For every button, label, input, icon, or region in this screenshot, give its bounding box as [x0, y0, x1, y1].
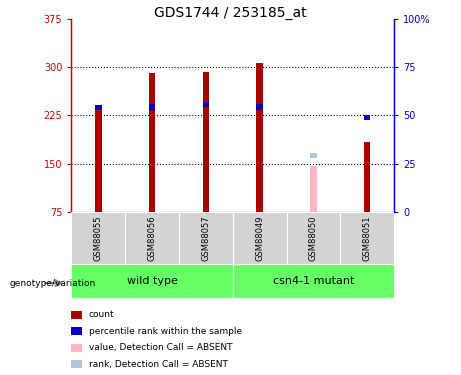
Text: GDS1744 / 253185_at: GDS1744 / 253185_at	[154, 6, 307, 20]
Text: GSM88051: GSM88051	[363, 215, 372, 261]
Bar	[233, 264, 394, 298]
Text: GSM88055: GSM88055	[94, 215, 103, 261]
Text: genotype/variation: genotype/variation	[9, 279, 95, 288]
Bar	[233, 212, 287, 264]
Bar	[310, 153, 317, 159]
Text: GSM88050: GSM88050	[309, 215, 318, 261]
Bar	[71, 212, 125, 264]
Bar	[125, 212, 179, 264]
Bar	[203, 72, 209, 212]
Bar	[340, 212, 394, 264]
Text: GSM88056: GSM88056	[148, 215, 157, 261]
Text: csn4-1 mutant: csn4-1 mutant	[273, 276, 354, 286]
Bar	[364, 142, 371, 212]
Text: wild type: wild type	[127, 276, 177, 286]
Bar	[71, 264, 233, 298]
Bar	[95, 109, 101, 212]
Bar	[203, 102, 209, 107]
Text: count: count	[89, 310, 114, 319]
Bar	[256, 104, 263, 110]
Bar	[310, 165, 317, 212]
Bar	[149, 104, 155, 110]
Text: value, Detection Call = ABSENT: value, Detection Call = ABSENT	[89, 343, 232, 352]
Text: GSM88049: GSM88049	[255, 215, 264, 261]
Bar	[95, 105, 101, 110]
Bar	[256, 63, 263, 212]
Bar	[179, 212, 233, 264]
Bar	[149, 74, 155, 212]
Text: percentile rank within the sample: percentile rank within the sample	[89, 327, 242, 336]
Text: GSM88057: GSM88057	[201, 215, 210, 261]
Bar	[287, 212, 340, 264]
Bar	[364, 115, 371, 120]
Text: rank, Detection Call = ABSENT: rank, Detection Call = ABSENT	[89, 360, 227, 369]
